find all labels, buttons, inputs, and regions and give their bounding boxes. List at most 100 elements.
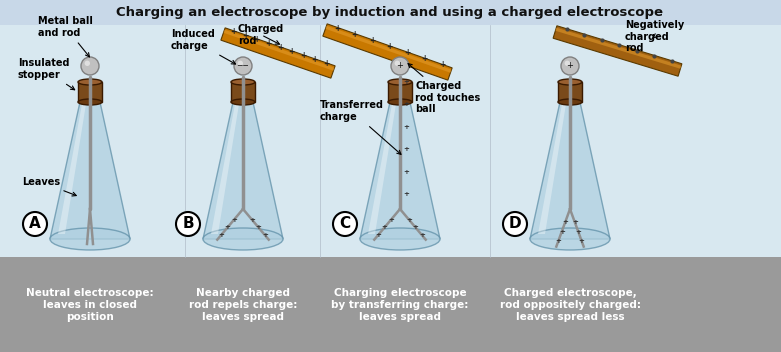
Circle shape (565, 61, 570, 66)
Circle shape (333, 212, 357, 236)
Text: +: + (397, 62, 404, 70)
Text: +: + (439, 61, 445, 69)
Polygon shape (211, 104, 239, 234)
Text: +: + (412, 224, 419, 231)
Ellipse shape (558, 99, 582, 105)
Text: +: + (323, 59, 330, 68)
Text: +: + (369, 36, 375, 45)
Text: +: + (300, 51, 306, 60)
Ellipse shape (231, 99, 255, 105)
Text: +: + (555, 238, 562, 244)
Text: Metal ball
and rod: Metal ball and rod (38, 17, 93, 57)
Text: +: + (231, 217, 237, 223)
Text: Transferred
charge: Transferred charge (320, 100, 401, 154)
Bar (558, 82, 582, 102)
Circle shape (394, 61, 400, 66)
Text: +: + (562, 219, 568, 225)
Polygon shape (50, 102, 130, 239)
Polygon shape (368, 104, 396, 234)
Text: +: + (255, 224, 262, 231)
Circle shape (234, 57, 252, 75)
Text: Charging an electroscope by induction and using a charged electroscope: Charging an electroscope by induction an… (116, 6, 664, 19)
Text: Charged electroscope,
rod oppositely charged:
leaves spread less: Charged electroscope, rod oppositely cha… (500, 288, 640, 322)
Text: C: C (340, 216, 351, 232)
Circle shape (84, 61, 90, 66)
Ellipse shape (203, 228, 283, 250)
Bar (553, 26, 682, 76)
Text: −−: −− (237, 62, 249, 70)
Circle shape (391, 57, 409, 75)
Circle shape (81, 57, 99, 75)
Text: Induced
charge: Induced charge (171, 30, 236, 64)
Text: +: + (403, 191, 409, 197)
Bar (326, 26, 451, 73)
Circle shape (237, 61, 243, 66)
Circle shape (503, 212, 527, 236)
Text: +: + (276, 43, 283, 52)
Ellipse shape (231, 79, 255, 85)
Bar (78, 82, 102, 102)
Text: +: + (382, 224, 387, 231)
Text: +: + (421, 54, 427, 63)
Text: +: + (266, 39, 272, 48)
Bar (388, 82, 412, 102)
Text: +: + (403, 79, 409, 85)
Text: +: + (225, 224, 230, 231)
Text: A: A (29, 216, 41, 232)
Ellipse shape (78, 79, 102, 85)
Text: +: + (576, 228, 581, 234)
Text: +: + (403, 169, 409, 175)
Ellipse shape (360, 228, 440, 250)
Text: +: + (242, 31, 248, 40)
Text: D: D (508, 216, 521, 232)
Text: +: + (288, 47, 294, 56)
Ellipse shape (78, 99, 102, 105)
Text: +: + (403, 124, 409, 130)
Text: Neutral electroscope:
leaves in closed
position: Neutral electroscope: leaves in closed p… (27, 288, 154, 322)
Ellipse shape (558, 79, 582, 85)
Bar (555, 28, 681, 69)
Text: Negatively
charged
rod: Negatively charged rod (625, 20, 684, 53)
Text: +: + (388, 217, 394, 223)
Text: Insulated
stopper: Insulated stopper (18, 58, 75, 90)
Polygon shape (58, 104, 86, 234)
Text: Charging electroscope
by transferring charge:
leaves spread: Charging electroscope by transferring ch… (331, 288, 469, 322)
Text: B: B (182, 216, 194, 232)
Text: +: + (559, 228, 565, 234)
Text: +: + (566, 62, 573, 70)
Text: +: + (375, 232, 381, 238)
Text: +: + (351, 30, 358, 39)
Ellipse shape (530, 228, 610, 250)
Text: Charged
rod touches
ball: Charged rod touches ball (408, 64, 480, 114)
Text: +: + (404, 48, 410, 57)
Polygon shape (203, 102, 283, 239)
Bar (0, 257, 781, 352)
Polygon shape (530, 102, 610, 239)
Bar (0, 25, 781, 257)
Bar (223, 30, 334, 71)
Text: +: + (218, 232, 224, 238)
Text: +: + (254, 35, 260, 44)
Text: Nearby charged
rod repels charge:
leaves spread: Nearby charged rod repels charge: leaves… (189, 288, 298, 322)
Circle shape (23, 212, 47, 236)
Ellipse shape (388, 79, 412, 85)
Bar (323, 24, 452, 80)
Text: +: + (579, 238, 584, 244)
Text: +: + (403, 146, 409, 152)
Text: +: + (419, 232, 425, 238)
Polygon shape (360, 102, 440, 239)
Text: +: + (312, 55, 318, 64)
Text: +: + (230, 27, 237, 36)
Bar (0, 0, 781, 25)
Text: +: + (403, 101, 409, 107)
Text: +: + (249, 217, 255, 223)
Bar (231, 82, 255, 102)
Text: +: + (387, 42, 393, 51)
Bar (221, 28, 335, 78)
Text: +: + (262, 232, 268, 238)
Text: Charged
rod: Charged rod (238, 24, 284, 46)
Text: +: + (406, 217, 412, 223)
Text: +: + (572, 219, 578, 225)
Ellipse shape (50, 228, 130, 250)
Text: +: + (333, 24, 340, 32)
